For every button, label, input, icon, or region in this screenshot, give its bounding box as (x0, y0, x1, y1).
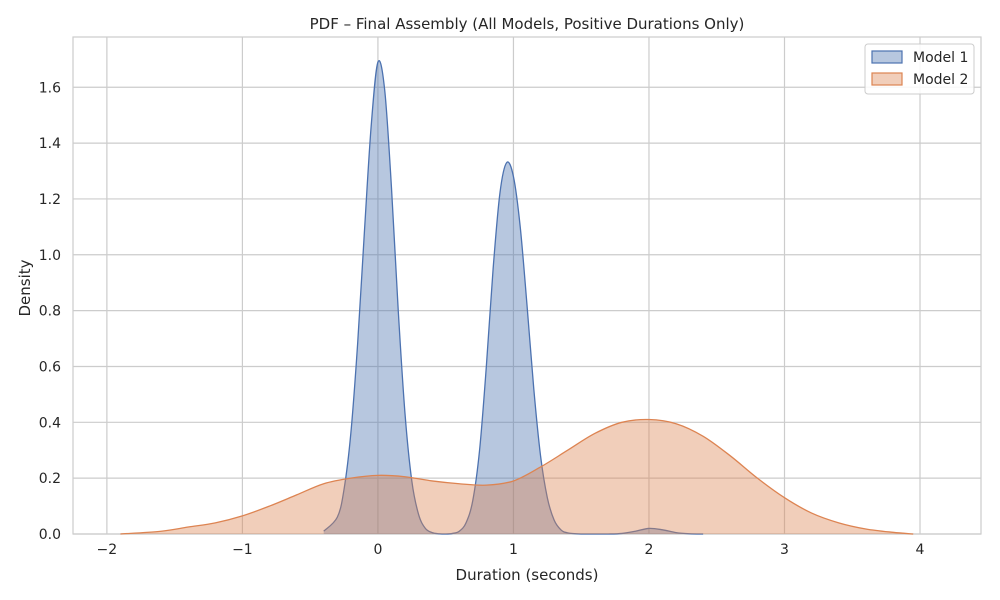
y-tick-label: 0.2 (39, 471, 61, 487)
x-axis-label: Duration (seconds) (456, 566, 599, 584)
chart-title: PDF – Final Assembly (All Models, Positi… (310, 15, 745, 33)
legend: Model 1 Model 2 (864, 43, 975, 95)
y-tick-label: 0.4 (39, 415, 61, 431)
series-layer (120, 60, 914, 535)
area-model-1 (323, 60, 704, 535)
x-tick-label: 2 (645, 542, 654, 558)
legend-swatch-model-2 (871, 72, 903, 86)
legend-label-model-1: Model 1 (913, 50, 968, 66)
y-tick-label: 1.0 (39, 248, 61, 264)
y-tick-label: 1.2 (39, 192, 61, 208)
y-tick-label: 1.4 (39, 136, 61, 152)
y-axis-ticks: 0.0 0.2 0.4 0.6 0.8 1.0 1.2 1.4 1.6 (39, 80, 61, 543)
x-tick-label: −2 (97, 542, 118, 558)
y-tick-label: 1.6 (39, 80, 61, 96)
x-tick-label: 0 (373, 542, 382, 558)
x-axis-ticks: −2 −1 0 1 2 3 4 (97, 542, 925, 558)
y-tick-label: 0.6 (39, 359, 61, 375)
legend-label-model-2: Model 2 (913, 72, 968, 88)
grid (73, 37, 981, 535)
x-tick-label: 1 (509, 542, 518, 558)
line-model-1 (323, 60, 704, 535)
legend-swatch-model-1 (871, 50, 903, 64)
x-tick-label: 3 (780, 542, 789, 558)
y-tick-label: 0.8 (39, 304, 61, 320)
y-tick-label: 0.0 (39, 527, 61, 543)
x-tick-label: −1 (232, 542, 253, 558)
x-tick-label: 4 (916, 542, 925, 558)
legend-box (864, 43, 975, 95)
area-model-2 (120, 419, 914, 534)
plot-area (72, 36, 982, 535)
line-model-2 (120, 418, 914, 535)
y-axis-label: Density (16, 259, 34, 316)
